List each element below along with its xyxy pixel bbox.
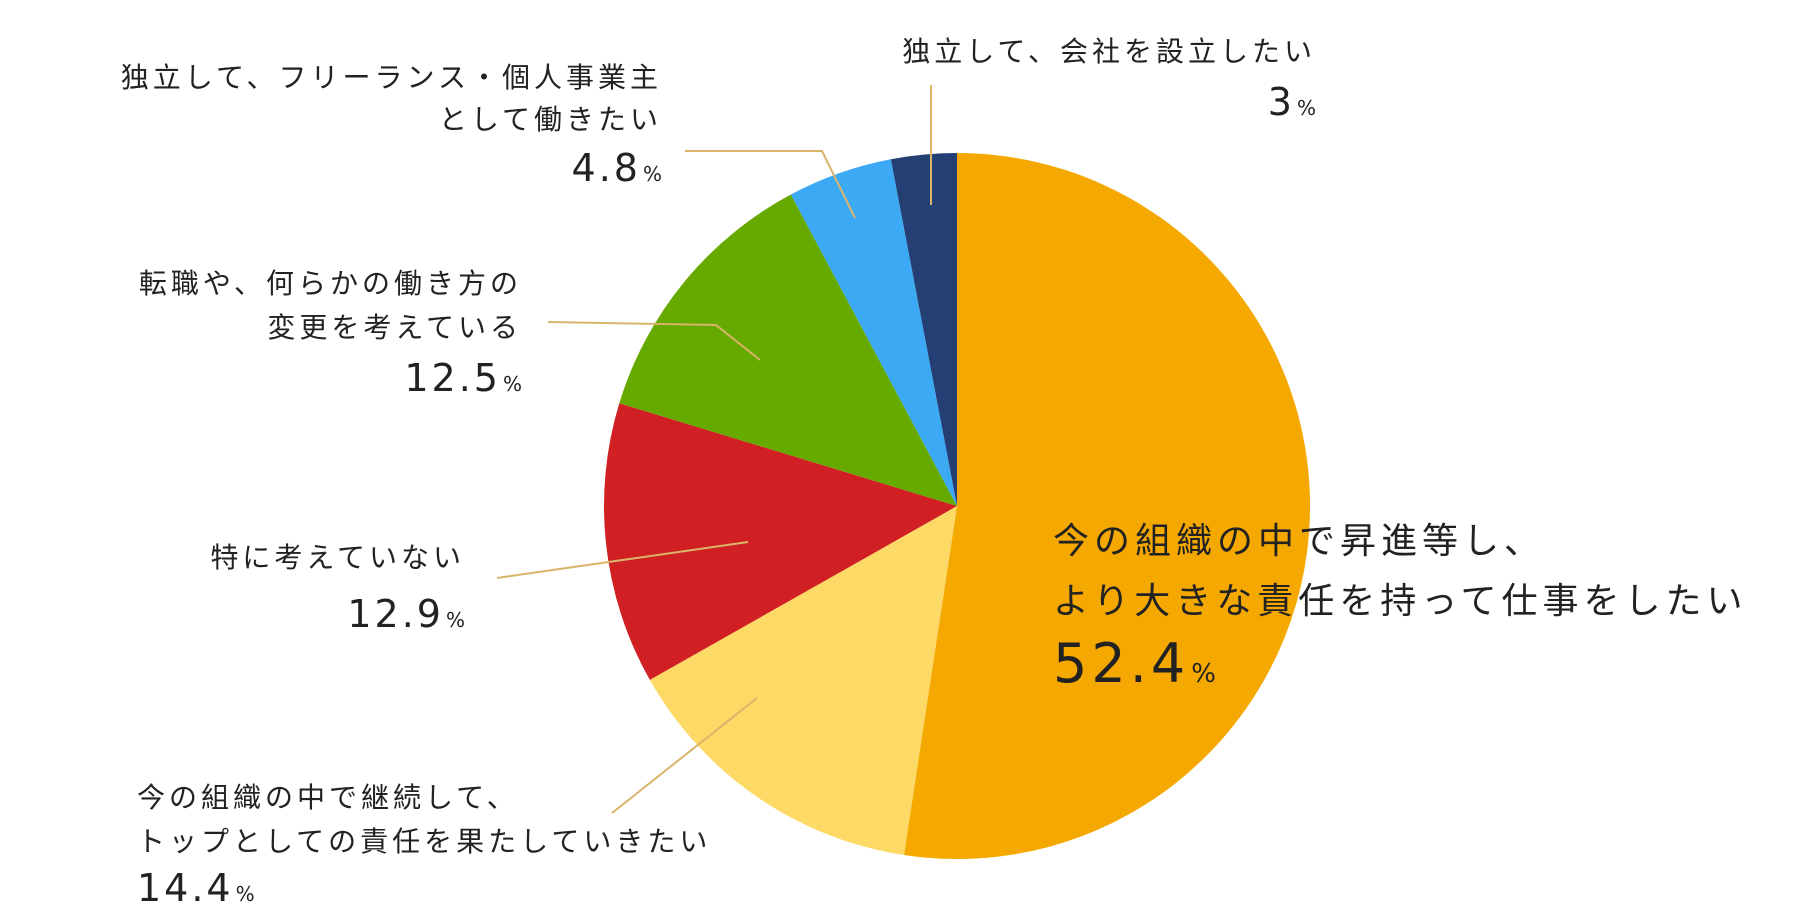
value-slice-3: 12.5%: [404, 356, 522, 400]
pie-slice-0: [903, 153, 1311, 860]
label-slice-1-line1: 今の組織の中で継続して、: [137, 781, 519, 814]
label-slice-0-line1: 今の組織の中で昇進等し、: [1053, 521, 1546, 562]
percent-sign: %: [642, 162, 662, 186]
leader-lines: [496, 85, 932, 814]
value-slice-0-number: 52.4: [1053, 632, 1190, 695]
label-slice-1-line2: トップとしての責任を果たしていきたい: [137, 825, 712, 858]
value-slice-4: 4.8%: [572, 146, 662, 190]
percent-sign: %: [235, 882, 255, 906]
value-slice-2-number: 12.9: [347, 592, 444, 636]
pie-slice-3: [619, 194, 957, 507]
pie-slices: [604, 153, 1311, 860]
percent-sign: %: [1191, 659, 1216, 689]
value-slice-2: 12.9%: [347, 592, 465, 636]
value-slice-5-number: 3: [1267, 80, 1295, 124]
percent-sign: %: [1296, 96, 1316, 120]
value-slice-1: 14.4%: [137, 866, 255, 910]
percent-sign: %: [502, 372, 522, 396]
value-slice-0: 52.4%: [1053, 632, 1216, 695]
label-slice-5-line1: 独立して、会社を設立したい: [902, 35, 1316, 68]
leader-line-slice-4: [685, 150, 856, 219]
leader-line-slice-1: [611, 697, 758, 814]
value-slice-5: 3%: [1268, 80, 1316, 124]
label-slice-4-line2: として働きたい: [438, 103, 662, 136]
leader-line-slice-2: [496, 541, 749, 579]
label-slice-3-line2: 変更を考えている: [267, 311, 522, 344]
value-slice-4-number: 4.8: [571, 146, 641, 190]
pie-slice-4: [790, 159, 957, 506]
percent-sign: %: [445, 608, 465, 632]
pie-slice-2: [604, 403, 957, 680]
label-slice-0-line2: より大きな責任を持って仕事をしたい: [1053, 581, 1748, 622]
pie-slice-5: [890, 153, 957, 506]
label-slice-2-line1: 特に考えていない: [210, 541, 465, 574]
leader-line-slice-3: [547, 321, 761, 361]
pie-slice-1: [649, 506, 957, 855]
value-slice-1-number: 14.4: [137, 866, 234, 910]
label-slice-4-line1: 独立して、フリーランス・個人事業主: [120, 61, 662, 94]
value-slice-3-number: 12.5: [404, 356, 501, 400]
label-slice-3-line1: 転職や、何らかの働き方の: [138, 267, 522, 300]
